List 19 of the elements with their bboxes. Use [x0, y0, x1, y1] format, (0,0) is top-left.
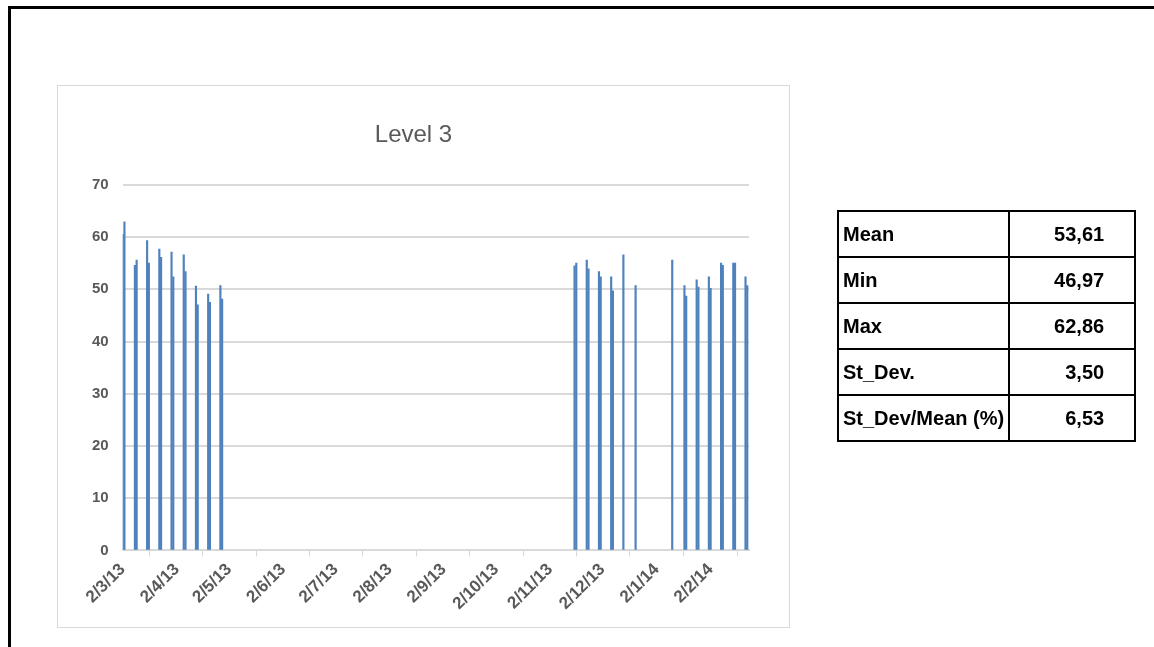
y-tick-label: 70: [92, 174, 109, 192]
y-tick-label: 20: [92, 436, 109, 454]
text: Max: [838, 303, 1010, 349]
y-tick-label: 50: [92, 279, 109, 297]
text: 6,53: [1009, 395, 1136, 441]
text: St_Dev/Mean (%): [838, 395, 1010, 441]
y-tick-label: 10: [92, 488, 109, 506]
text: 3,50: [1009, 349, 1136, 395]
text: 46,97: [1009, 257, 1136, 303]
y-tick-label: 40: [92, 331, 109, 349]
y-tick-label: 30: [92, 383, 109, 401]
text: St_Dev.: [838, 349, 1010, 395]
text: 62,86: [1009, 303, 1136, 349]
text: Min: [838, 257, 1010, 303]
y-tick-label: 0: [100, 540, 109, 558]
y-tick-label: 60: [92, 227, 109, 245]
text: Mean: [838, 211, 1010, 257]
text: 53,61: [1009, 211, 1136, 257]
chart-title: Level 3: [374, 120, 453, 148]
